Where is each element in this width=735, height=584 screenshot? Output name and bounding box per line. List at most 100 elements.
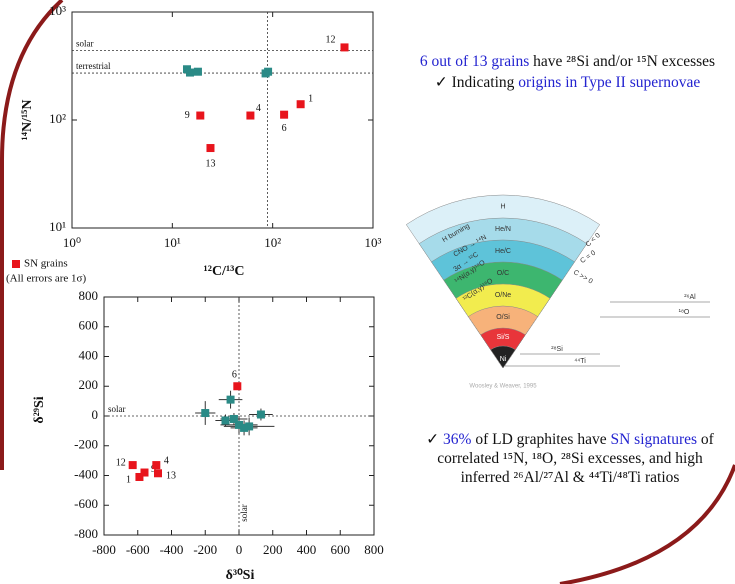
- y-tick-label: -200: [74, 437, 98, 452]
- shell-label: Si/S: [497, 334, 510, 341]
- text-run: ✓ Indicating: [434, 74, 519, 91]
- legend-swatch: [12, 260, 20, 268]
- point-label: 12: [326, 35, 336, 46]
- citation: Woosley & Weaver, 1995: [469, 384, 537, 390]
- point: [256, 410, 265, 419]
- x-tick-label: -200: [193, 542, 217, 557]
- isotope-label: ¹⁸O: [679, 309, 690, 316]
- x-tick-label: 0: [236, 542, 243, 557]
- shell-label: Ni: [500, 356, 507, 363]
- shell-label: He/N: [495, 226, 511, 233]
- point: [235, 420, 243, 429]
- point: [280, 110, 289, 119]
- x-tick-label: 10³: [365, 235, 382, 250]
- point-label: 1: [126, 474, 131, 485]
- point-label: 6: [282, 123, 287, 134]
- point-label: 4: [164, 455, 169, 466]
- point: [206, 144, 215, 153]
- point: [128, 461, 137, 470]
- point: [233, 382, 242, 391]
- point: [246, 111, 255, 120]
- shell: [490, 345, 516, 369]
- point: [240, 423, 249, 432]
- x-tick-label: -600: [126, 542, 150, 557]
- x-tick-label: -400: [160, 542, 184, 557]
- point: [340, 43, 349, 52]
- paragraph: 6 out of 13 grains have ²⁸Si and/or ¹⁵N …: [400, 52, 735, 71]
- legend-label: SN grains: [24, 258, 68, 270]
- y-axis-title: ¹⁴N/¹⁵N: [20, 100, 35, 141]
- isotope-label: ⁴⁴Ti: [574, 358, 586, 365]
- shell-label: O/Ne: [495, 292, 511, 299]
- point: [193, 67, 202, 76]
- point: [226, 395, 235, 404]
- text-block: 6 out of 13 grains have ²⁸Si and/or ¹⁵N …: [400, 52, 735, 94]
- point: [154, 469, 162, 478]
- reference-label: solar: [239, 504, 249, 522]
- point-label: 1: [308, 94, 313, 105]
- isotope-label: ²⁸Si: [551, 346, 563, 353]
- text-run: of LD graphites have: [471, 431, 611, 448]
- y-tick-label: -800: [74, 526, 98, 541]
- point: [135, 472, 144, 481]
- y-tick-label: 10¹: [49, 219, 66, 234]
- point: [229, 414, 238, 423]
- text-run: SN signatures: [610, 431, 698, 448]
- paragraph: ✓ Indicating origins in Type II supernov…: [400, 73, 735, 92]
- reference-label: terrestrial: [76, 61, 111, 71]
- y-axis-title: δ²⁹Si: [32, 396, 47, 423]
- y-tick-label: 400: [79, 347, 99, 362]
- point-label: 13: [166, 471, 176, 482]
- text-block: ✓ 36% of LD graphites have SN signatures…: [415, 430, 725, 489]
- y-tick-label: 10³: [49, 3, 66, 18]
- y-tick-label: -600: [74, 496, 98, 511]
- point: [201, 409, 210, 418]
- y-tick-label: 0: [92, 407, 99, 422]
- shell-label: O/Si: [496, 314, 510, 321]
- text-run: 36%: [443, 431, 472, 448]
- point: [264, 67, 273, 76]
- x-tick-label: 400: [297, 542, 317, 557]
- point-label: 9: [185, 110, 190, 121]
- x-tick-label: 200: [263, 542, 283, 557]
- reference-label: solar: [108, 404, 126, 414]
- x-tick-label: 10²: [264, 235, 281, 250]
- point: [221, 416, 230, 425]
- text-run: have ²⁸Si and/or ¹⁵N excesses: [529, 53, 716, 70]
- point-label: 4: [256, 103, 261, 114]
- point: [196, 111, 205, 120]
- point: [186, 68, 195, 77]
- ratio-label: C >> 0: [572, 269, 594, 286]
- shell-label: He/C: [495, 248, 511, 255]
- text-run: origins in Type II supernovae: [518, 74, 701, 91]
- reference-label: solar: [76, 38, 94, 48]
- isotope-label: ²⁶Al: [684, 294, 696, 301]
- y-tick-label: -400: [74, 466, 98, 481]
- ratio-label: C = 0: [579, 250, 597, 266]
- x-axis-title: δ³⁰Si: [226, 568, 255, 583]
- paragraph: ✓ 36% of LD graphites have SN signatures…: [415, 430, 725, 487]
- point-label: 9: [151, 464, 156, 475]
- text-run: 6 out of 13 grains: [419, 53, 530, 70]
- point: [296, 100, 305, 109]
- point-label: 13: [205, 158, 215, 169]
- point-label: 12: [116, 457, 126, 468]
- point: [152, 461, 161, 470]
- x-tick-label: 10¹: [164, 235, 181, 250]
- text-run: of correlated ¹⁵N, ¹⁸O, ²⁸Si excesses, a…: [437, 431, 714, 486]
- shell-label: O/C: [497, 270, 509, 277]
- x-tick-label: 600: [331, 542, 351, 557]
- point: [245, 422, 254, 431]
- point: [140, 468, 149, 477]
- x-tick-label: 10⁰: [63, 235, 81, 250]
- shell-label: H: [500, 203, 505, 210]
- point-label: 6: [232, 370, 237, 381]
- frame-curve: [559, 464, 735, 584]
- x-axis-title: ¹²C/¹³C: [204, 264, 245, 279]
- x-tick-label: 800: [364, 542, 384, 557]
- x-tick-label: -800: [92, 542, 116, 557]
- y-tick-label: 10²: [49, 111, 66, 126]
